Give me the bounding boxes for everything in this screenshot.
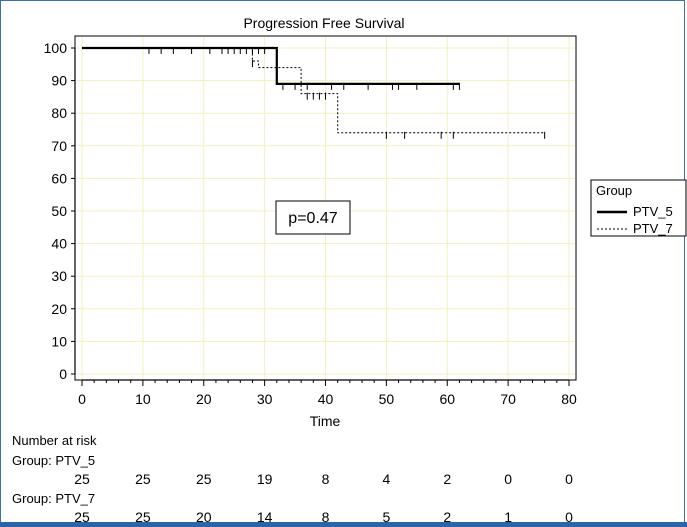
- y-tick-label: 70: [51, 138, 67, 154]
- p-value-box: p=0.47: [275, 200, 351, 235]
- risk-count: 0: [504, 471, 512, 487]
- y-tick-label: 90: [51, 73, 67, 89]
- y-tick-label: 60: [51, 170, 67, 186]
- y-axis: 0 10 20 30 40 50 60 70 80 90 100: [44, 40, 76, 382]
- risk-count: 25: [135, 509, 151, 525]
- y-tick-label: 100: [44, 40, 68, 56]
- bottom-border: [0, 522, 687, 527]
- chart-title: Progression Free Survival: [243, 15, 404, 31]
- legend-entry-ptv5: PTV_5: [633, 204, 673, 219]
- x-tick-label: 10: [135, 391, 151, 407]
- x-tick-label: 80: [561, 391, 577, 407]
- y-tick-label: 50: [51, 203, 67, 219]
- risk-group-label-ptv7: Group: PTV_7: [12, 491, 95, 506]
- risk-count: 25: [74, 471, 90, 487]
- x-tick-label: 30: [257, 391, 273, 407]
- x-tick-label: 60: [439, 391, 455, 407]
- risk-count: 2: [443, 509, 451, 525]
- legend-entry-ptv7: PTV_7: [633, 221, 673, 236]
- x-tick-label: 0: [78, 391, 86, 407]
- risk-row-ptv7: 25 25 20 14 8 5 2 1 0: [74, 509, 573, 525]
- risk-count: 25: [74, 509, 90, 525]
- legend: Group PTV_5 PTV_7: [590, 179, 687, 237]
- y-tick-label: 30: [51, 268, 67, 284]
- risk-count: 25: [135, 471, 151, 487]
- x-tick-label: 20: [196, 391, 212, 407]
- risk-table: Number at risk Group: PTV_5 25 25 25 19 8 4 2 0…: [12, 433, 573, 525]
- risk-count: 20: [196, 509, 212, 525]
- risk-table-title: Number at risk: [12, 433, 97, 448]
- risk-count: 4: [382, 471, 390, 487]
- risk-count: 1: [504, 509, 512, 525]
- risk-row-ptv5: 25 25 25 19 8 4 2 0 0: [74, 471, 573, 487]
- risk-group-label-ptv5: Group: PTV_5: [12, 453, 95, 468]
- curve-ptv-7: [82, 47, 545, 134]
- risk-count: 5: [382, 509, 390, 525]
- x-axis: 0 10 20 30 40 50 60 70 80: [78, 379, 577, 407]
- risk-count: 0: [565, 509, 573, 525]
- x-axis-label: Time: [310, 413, 341, 429]
- curve-ptv-5: [82, 46, 460, 86]
- y-tick-label: 40: [51, 236, 67, 252]
- x-tick-label: 70: [500, 391, 516, 407]
- risk-count: 25: [196, 471, 212, 487]
- risk-count: 14: [257, 509, 273, 525]
- p-value-annotation: p=0.47: [288, 210, 337, 227]
- risk-count: 0: [565, 471, 573, 487]
- risk-count: 2: [443, 471, 451, 487]
- risk-count: 8: [322, 471, 330, 487]
- y-tick-label: 10: [51, 333, 67, 349]
- risk-count: 19: [257, 471, 273, 487]
- y-tick-label: 20: [51, 301, 67, 317]
- risk-count: 8: [322, 509, 330, 525]
- legend-title: Group: [596, 183, 632, 198]
- y-tick-label: 80: [51, 105, 67, 121]
- x-tick-label: 40: [318, 391, 334, 407]
- x-tick-label: 50: [379, 391, 395, 407]
- survival-curves: [82, 46, 546, 139]
- y-tick-label: 0: [59, 366, 67, 382]
- grid-lines: [76, 37, 575, 379]
